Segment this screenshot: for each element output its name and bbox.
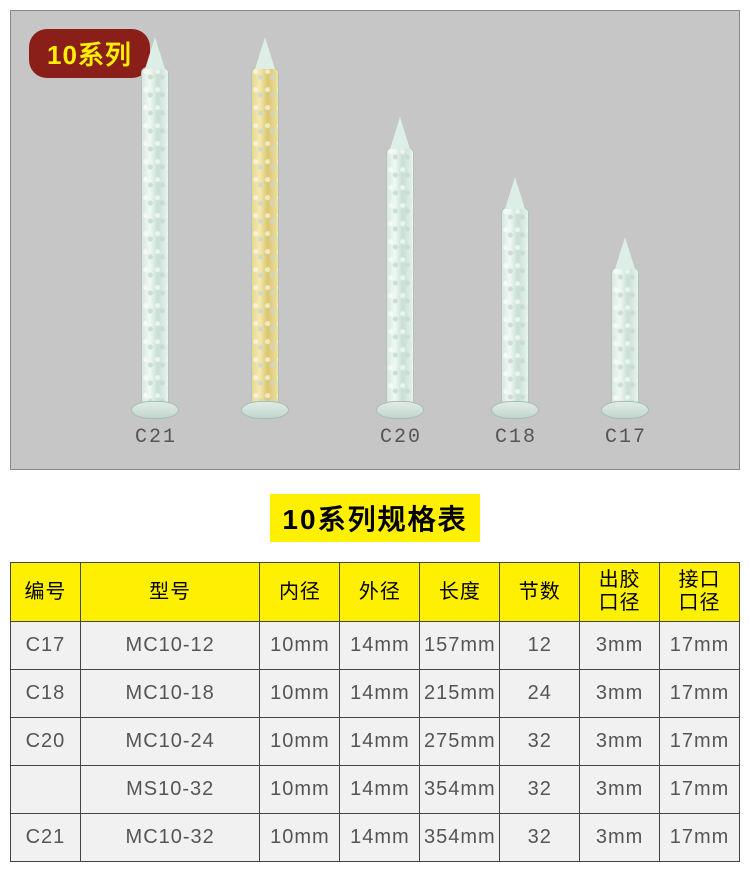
table-cell: 10mm xyxy=(260,718,340,766)
table-cell: MC10-24 xyxy=(80,718,260,766)
table-cell: 32 xyxy=(500,814,580,862)
nozzle-tip-icon xyxy=(615,237,635,269)
nozzle-label: C20 xyxy=(351,426,451,449)
table-cell: 10mm xyxy=(260,670,340,718)
nozzle-tip-icon xyxy=(505,177,525,209)
table-cell: 17mm xyxy=(660,718,740,766)
nozzle-body xyxy=(386,147,414,407)
nozzle-group: C21 C20 C18 C17 xyxy=(11,39,739,449)
table-cell: 24 xyxy=(500,670,580,718)
nozzle-2 xyxy=(386,117,414,419)
table-row: C18MC10-1810mm14mm215mm243mm17mm xyxy=(11,670,740,718)
table-row: C20MC10-2410mm14mm275mm323mm17mm xyxy=(11,718,740,766)
nozzle-body xyxy=(251,67,279,407)
table-cell: 12 xyxy=(500,622,580,670)
col-header: 节数 xyxy=(500,563,580,622)
nozzle-label: C18 xyxy=(466,426,566,449)
nozzle-3 xyxy=(501,177,529,419)
product-panel: 10系列 C21C20C18C17 xyxy=(10,10,740,470)
table-cell: 10mm xyxy=(260,814,340,862)
table-cell: 215mm xyxy=(420,670,500,718)
nozzle-body xyxy=(141,67,169,407)
nozzle-label: C17 xyxy=(576,426,676,449)
table-cell: 3mm xyxy=(580,622,660,670)
table-cell: C20 xyxy=(11,718,81,766)
nozzle-base-icon xyxy=(491,401,539,419)
col-header: 内径 xyxy=(260,563,340,622)
table-cell: 3mm xyxy=(580,766,660,814)
col-header: 接口口径 xyxy=(660,563,740,622)
table-cell: 14mm xyxy=(340,814,420,862)
table-cell: 3mm xyxy=(580,814,660,862)
table-cell xyxy=(11,766,81,814)
table-cell: 14mm xyxy=(340,766,420,814)
nozzle-base-icon xyxy=(131,401,179,419)
nozzle-base-icon xyxy=(601,401,649,419)
table-title-bar: 10系列规格表 xyxy=(0,494,750,542)
table-cell: 32 xyxy=(500,718,580,766)
nozzle-tip-icon xyxy=(145,37,165,69)
col-header: 长度 xyxy=(420,563,500,622)
col-header: 编号 xyxy=(11,563,81,622)
nozzle-4 xyxy=(611,237,639,419)
table-cell: 14mm xyxy=(340,622,420,670)
table-cell: 354mm xyxy=(420,814,500,862)
nozzle-body xyxy=(501,207,529,407)
table-cell: 354mm xyxy=(420,766,500,814)
table-cell: 17mm xyxy=(660,622,740,670)
table-cell: C18 xyxy=(11,670,81,718)
table-cell: 10mm xyxy=(260,622,340,670)
table-row: C21MC10-3210mm14mm354mm323mm17mm xyxy=(11,814,740,862)
table-cell: 3mm xyxy=(580,718,660,766)
nozzle-body xyxy=(611,267,639,407)
col-header: 外径 xyxy=(340,563,420,622)
nozzle-base-icon xyxy=(376,401,424,419)
nozzle-tip-icon xyxy=(390,117,410,149)
table-cell: C21 xyxy=(11,814,81,862)
col-header: 出胶口径 xyxy=(580,563,660,622)
col-header: 型号 xyxy=(80,563,260,622)
table-cell: 3mm xyxy=(580,670,660,718)
spec-table: 编号型号内径外径长度节数出胶口径接口口径 C17MC10-1210mm14mm1… xyxy=(10,562,740,862)
nozzle-label: C21 xyxy=(106,426,206,449)
table-cell: 10mm xyxy=(260,766,340,814)
nozzle-tip-icon xyxy=(255,37,275,69)
table-cell: 14mm xyxy=(340,670,420,718)
table-cell: MC10-12 xyxy=(80,622,260,670)
table-cell: 157mm xyxy=(420,622,500,670)
table-cell: 275mm xyxy=(420,718,500,766)
table-cell: 17mm xyxy=(660,766,740,814)
table-cell: 14mm xyxy=(340,718,420,766)
nozzle-1 xyxy=(251,37,279,419)
table-cell: MC10-32 xyxy=(80,814,260,862)
table-cell: C17 xyxy=(11,622,81,670)
table-row: C17MC10-1210mm14mm157mm123mm17mm xyxy=(11,622,740,670)
table-cell: MS10-32 xyxy=(80,766,260,814)
table-row: MS10-3210mm14mm354mm323mm17mm xyxy=(11,766,740,814)
table-cell: 17mm xyxy=(660,814,740,862)
table-cell: MC10-18 xyxy=(80,670,260,718)
nozzle-base-icon xyxy=(241,401,289,419)
table-cell: 17mm xyxy=(660,670,740,718)
table-cell: 32 xyxy=(500,766,580,814)
nozzle-0 xyxy=(141,37,169,419)
table-title: 10系列规格表 xyxy=(270,494,479,542)
